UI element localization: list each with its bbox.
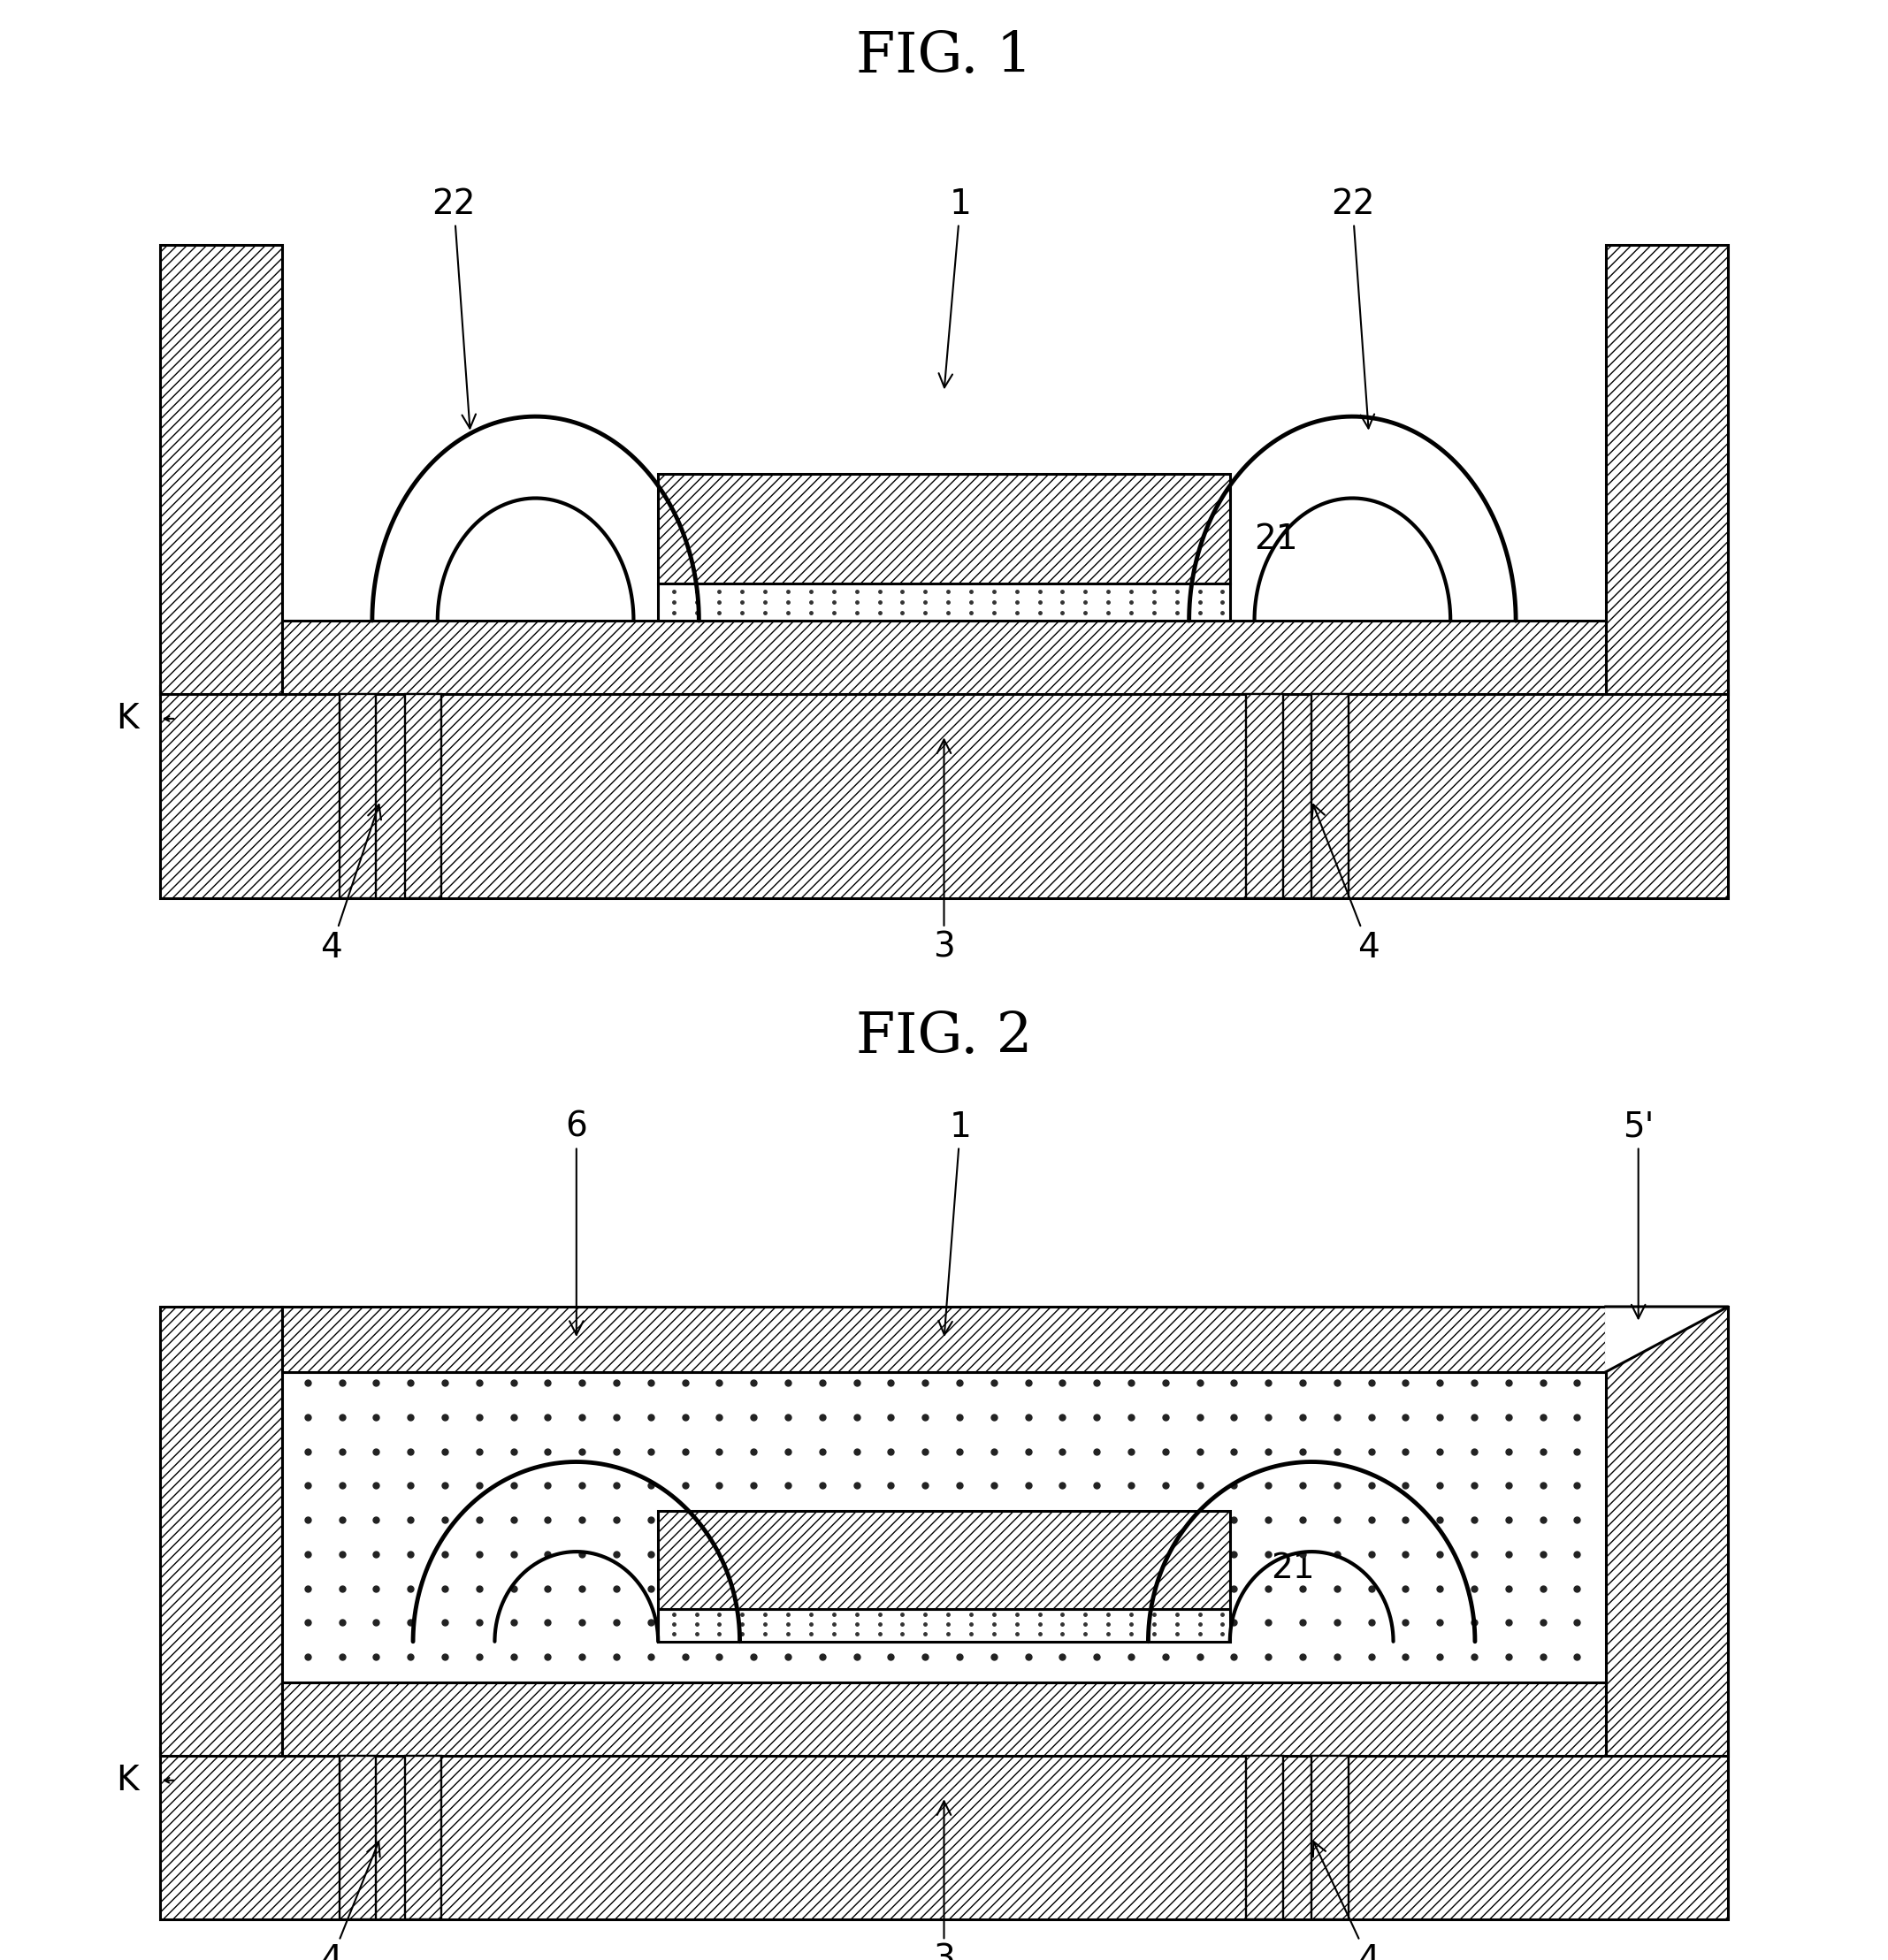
Text: FIG. 1: FIG. 1 [855, 29, 1033, 84]
Bar [404, 694, 442, 898]
Text: 21: 21 [1254, 521, 1299, 557]
Bar [1312, 694, 1348, 898]
Bar [283, 1307, 1605, 1372]
Bar [1246, 694, 1284, 898]
Bar [160, 245, 283, 694]
Bar [340, 694, 376, 898]
Bar [659, 584, 1229, 621]
Bar [1605, 245, 1728, 694]
Text: 4: 4 [321, 1842, 379, 1960]
Text: 4: 4 [1312, 804, 1380, 964]
Text: 21: 21 [1271, 1550, 1314, 1586]
Bar [659, 474, 1229, 584]
Text: 1: 1 [938, 188, 970, 388]
Text: 5': 5' [1622, 1109, 1654, 1319]
Text: 3: 3 [933, 739, 955, 964]
Bar [283, 621, 1605, 694]
Bar [404, 1756, 442, 1919]
Bar [340, 1756, 376, 1919]
Text: 4: 4 [1312, 1842, 1380, 1960]
Bar [1605, 1307, 1728, 1756]
Bar [160, 1307, 283, 1756]
Text: 1: 1 [938, 1109, 970, 1335]
Bar [659, 1511, 1229, 1609]
Bar [160, 686, 1728, 898]
Bar [283, 1682, 1605, 1756]
Bar [283, 1372, 1605, 1682]
Text: FIG. 2: FIG. 2 [855, 1009, 1033, 1064]
Text: 6: 6 [565, 1109, 587, 1335]
Text: 4: 4 [321, 806, 381, 964]
Bar [1246, 1756, 1284, 1919]
Polygon shape [1605, 1307, 1728, 1372]
Bar [659, 1609, 1229, 1642]
Bar [160, 1748, 1728, 1919]
Text: 3: 3 [933, 1801, 955, 1960]
Bar [1312, 1756, 1348, 1919]
Text: K: K [115, 1764, 138, 1797]
Text: 22: 22 [1331, 188, 1374, 429]
Text: 22: 22 [432, 188, 476, 429]
Text: K: K [115, 702, 138, 735]
